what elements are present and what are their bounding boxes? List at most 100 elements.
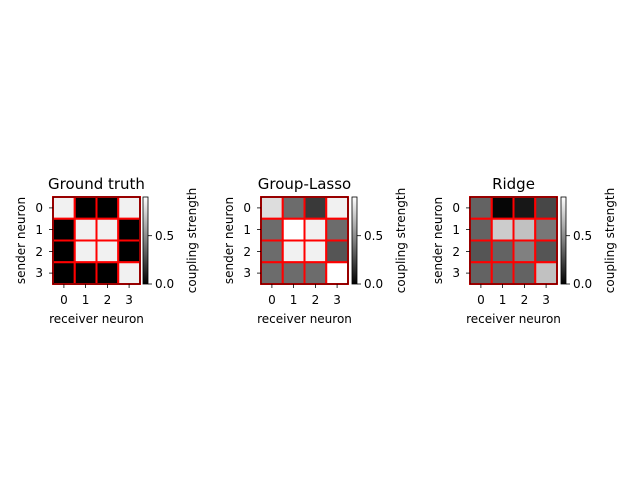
heatmap-cell (534, 196, 558, 220)
x-tick-label: 3 (542, 293, 550, 307)
y-tick-label: 1 (452, 223, 460, 237)
x-tick-labels: 0 1 2 3 (60, 293, 133, 307)
heatmap-cell (281, 196, 306, 220)
y-axis-label: sender neuron (14, 197, 28, 284)
heatmap-cell (490, 239, 515, 264)
axes-frame (260, 196, 349, 285)
x-axis-label: receiver neuron (49, 312, 144, 326)
heatmap-cell (52, 217, 76, 242)
colorbar-tick-label: 0.0 (155, 277, 174, 291)
heatmap-cell (95, 217, 120, 242)
heatmap-cell (73, 261, 98, 285)
y-axis-label: sender neuron (431, 197, 445, 284)
x-tick-label: 1 (499, 293, 507, 307)
heatmap-cell (303, 261, 328, 285)
tick-marks (466, 207, 547, 288)
heatmap-cell (512, 261, 537, 285)
y-tick-labels: 0 1 2 3 (243, 201, 251, 280)
heatmap-cell (490, 261, 515, 285)
x-tick-label: 3 (125, 293, 133, 307)
heatmap-cell (260, 261, 284, 285)
heatmap-cell (325, 217, 349, 242)
colorbar-tick-label: 0.5 (364, 229, 383, 243)
heatmap-cell (512, 217, 537, 242)
x-tick-label: 2 (104, 293, 112, 307)
y-tick-label: 3 (243, 266, 251, 280)
heatmap-cell (260, 217, 284, 242)
colorbar: 0.0 0.5 coupling strength (351, 188, 408, 293)
axes-frame (52, 196, 141, 285)
heatmap-cell (281, 217, 306, 242)
heatmap-cell (95, 196, 120, 220)
colorbar: 0.0 0.5 coupling strength (142, 188, 199, 293)
panel-group-lasso: Group-Lasso 0 1 2 3 0 1 2 3 receiver neu… (222, 175, 408, 326)
colorbar-gradient (560, 196, 567, 285)
heatmap-cells (469, 196, 558, 285)
x-tick-label: 0 (477, 293, 485, 307)
heatmap-cell (469, 239, 493, 264)
axes-frame (469, 196, 558, 285)
colorbar-label: coupling strength (394, 188, 408, 293)
colorbar-tick-label: 0.0 (364, 277, 383, 291)
heatmap-cell (490, 196, 515, 220)
y-axis-label: sender neuron (222, 197, 236, 284)
heatmap-cell (469, 261, 493, 285)
heatmap-cell (95, 261, 120, 285)
y-tick-label: 3 (35, 266, 43, 280)
y-tick-label: 1 (243, 223, 251, 237)
heatmap-cell (534, 217, 558, 242)
colorbar: 0.0 0.5 coupling strength (560, 188, 617, 293)
y-tick-labels: 0 1 2 3 (35, 201, 43, 280)
heatmap-cell (512, 196, 537, 220)
x-axis-label: receiver neuron (466, 312, 561, 326)
heatmap-cell (469, 196, 493, 220)
x-tick-label: 1 (82, 293, 90, 307)
x-tick-label: 2 (312, 293, 320, 307)
heatmap-cell (260, 196, 284, 220)
tick-marks (257, 207, 338, 288)
y-tick-label: 0 (452, 201, 460, 215)
heatmap-cell (281, 239, 306, 264)
heatmap-cell (117, 239, 141, 264)
x-tick-label: 3 (333, 293, 341, 307)
colorbar-label: coupling strength (185, 188, 199, 293)
x-tick-label: 0 (60, 293, 68, 307)
heatmap-cell (325, 261, 349, 285)
heatmap-cell (534, 261, 558, 285)
heatmap-cell (117, 261, 141, 285)
heatmap-cell (260, 239, 284, 264)
x-tick-label: 1 (290, 293, 298, 307)
heatmap-cell (52, 261, 76, 285)
heatmap-cell (95, 239, 120, 264)
heatmap-cell (73, 196, 98, 220)
tick-marks (49, 207, 130, 288)
colorbar-tick-label: 0.5 (573, 229, 592, 243)
panel-ground-truth: Ground truth 0 1 2 3 0 1 2 3 receiver ne… (14, 175, 199, 326)
y-tick-label: 0 (243, 201, 251, 215)
heatmap-cell (534, 239, 558, 264)
heatmap-cell (325, 196, 349, 220)
heatmap-cell (512, 239, 537, 264)
heatmap-cell (117, 196, 141, 220)
colorbar-label: coupling strength (603, 188, 617, 293)
panel-title: Ground truth (48, 175, 145, 193)
heatmap-cell (303, 217, 328, 242)
x-tick-labels: 0 1 2 3 (268, 293, 341, 307)
heatmap-cell (117, 217, 141, 242)
panel-title: Ridge (492, 175, 535, 193)
heatmap-cell (325, 239, 349, 264)
y-tick-label: 2 (452, 245, 460, 259)
x-tick-labels: 0 1 2 3 (477, 293, 550, 307)
y-tick-label: 1 (35, 223, 43, 237)
heatmap-cells (260, 196, 349, 285)
heatmap-cell (490, 217, 515, 242)
panel-title: Group-Lasso (258, 175, 351, 193)
heatmap-cells (52, 196, 141, 285)
heatmap-cell (281, 261, 306, 285)
colorbar-gradient (351, 196, 358, 285)
heatmap-cell (469, 217, 493, 242)
colorbar-tick-label: 0.5 (155, 229, 174, 243)
heatmap-cell (303, 239, 328, 264)
x-tick-label: 0 (268, 293, 276, 307)
